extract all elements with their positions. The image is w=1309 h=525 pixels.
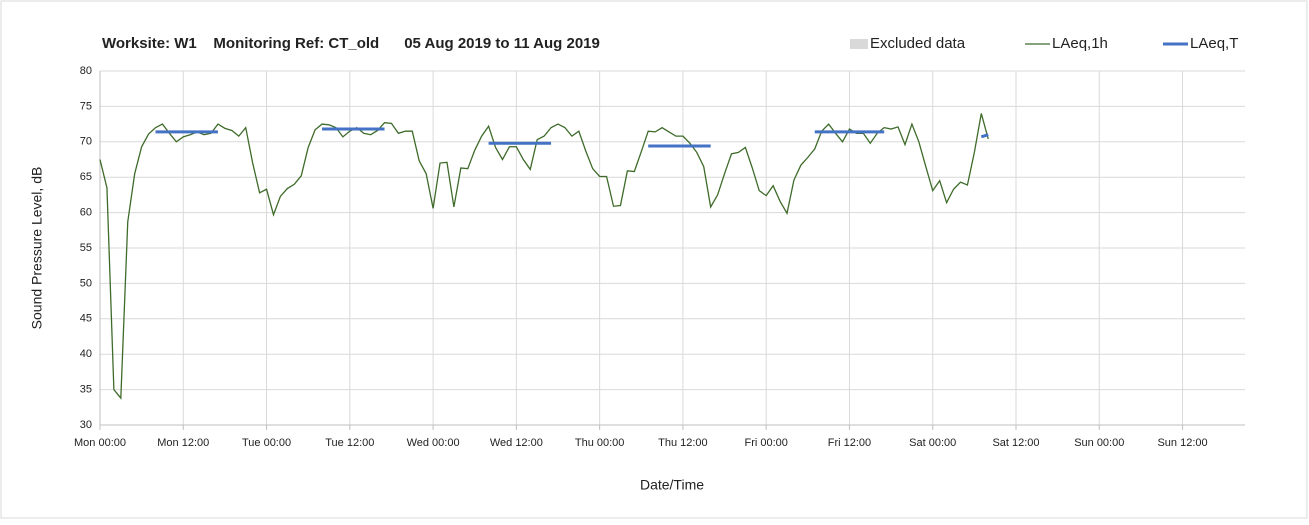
x-tick-label: Thu 00:00 bbox=[575, 437, 625, 449]
x-tick-label: Mon 12:00 bbox=[157, 437, 209, 449]
y-tick-label: 60 bbox=[80, 207, 92, 219]
y-tick-label: 70 bbox=[80, 136, 92, 148]
x-tick-label: Tue 00:00 bbox=[242, 437, 291, 449]
x-tick-label: Fri 00:00 bbox=[744, 437, 787, 449]
legend-swatch bbox=[850, 39, 868, 49]
legend-label: Excluded data bbox=[870, 35, 966, 52]
x-tick-label: Tue 12:00 bbox=[325, 437, 374, 449]
chart-title: Worksite: W1 Monitoring Ref: CT_old 05 A… bbox=[102, 35, 600, 52]
legend-label: LAeq,1h bbox=[1052, 35, 1108, 52]
legend-label: LAeq,T bbox=[1190, 35, 1238, 52]
x-tick-label: Wed 00:00 bbox=[407, 437, 460, 449]
x-tick-label: Mon 00:00 bbox=[74, 437, 126, 449]
x-tick-label: Sun 12:00 bbox=[1157, 437, 1207, 449]
y-tick-label: 50 bbox=[80, 277, 92, 289]
y-tick-label: 30 bbox=[80, 419, 92, 431]
x-tick-label: Thu 12:00 bbox=[658, 437, 708, 449]
x-tick-label: Wed 12:00 bbox=[490, 437, 543, 449]
y-tick-label: 55 bbox=[80, 242, 92, 254]
y-tick-label: 75 bbox=[80, 100, 92, 112]
line-series bbox=[99, 113, 989, 400]
y-tick-label: 35 bbox=[80, 384, 92, 396]
x-tick-label: Fri 12:00 bbox=[828, 437, 871, 449]
x-tick-label: Sat 12:00 bbox=[992, 437, 1039, 449]
y-tick-label: 45 bbox=[80, 313, 92, 325]
y-tick-label: 80 bbox=[80, 65, 92, 77]
x-axis-label: Date/Time bbox=[640, 477, 704, 493]
y-tick-label: 40 bbox=[80, 348, 92, 360]
x-tick-label: Sun 00:00 bbox=[1074, 437, 1124, 449]
y-axis-label: Sound Pressure Level, dB bbox=[29, 167, 45, 330]
x-tick-label: Sat 00:00 bbox=[909, 437, 956, 449]
y-tick-label: 65 bbox=[80, 171, 92, 183]
line-series bbox=[155, 127, 989, 148]
